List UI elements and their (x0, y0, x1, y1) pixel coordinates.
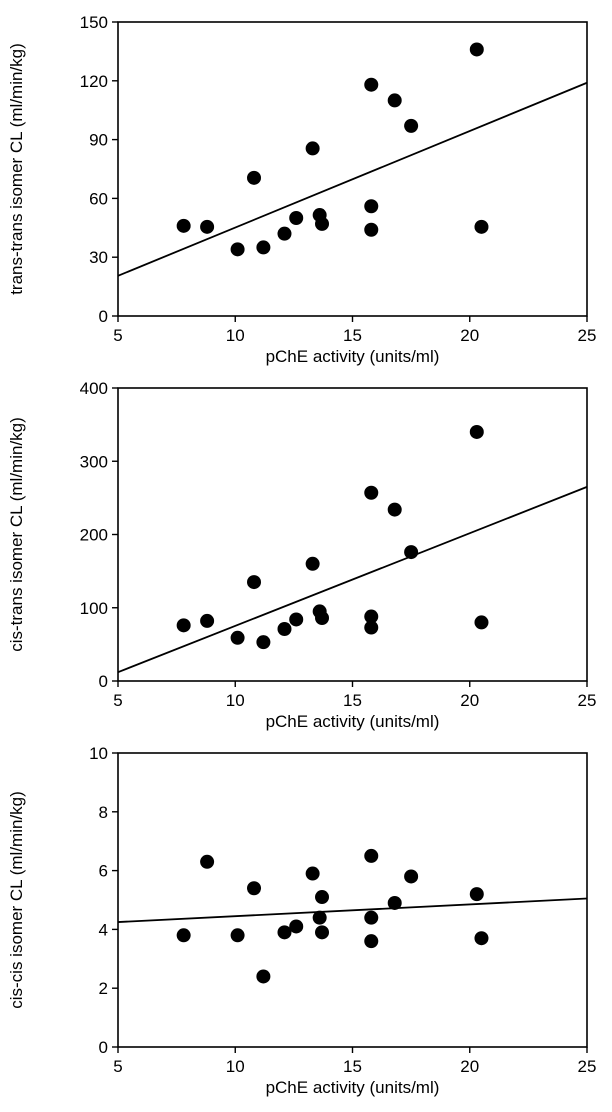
data-point (305, 866, 320, 881)
data-point (200, 219, 215, 234)
data-point (305, 556, 320, 571)
cis-trans-panel: 5 10 15 20 25 0 100 200 300 400 pChE activity (uni… (7, 379, 596, 731)
y-tick-label: 120 (80, 72, 108, 91)
data-point (364, 848, 379, 863)
x-tick-label: 20 (460, 326, 479, 345)
data-point (404, 869, 419, 884)
cis-cis-panel: 5 10 15 20 25 0 2 4 6 8 10 pChE activity (units/ml)… (7, 744, 596, 1097)
x-tick-label: 10 (226, 326, 245, 345)
x-tick-label: 15 (343, 326, 362, 345)
x-axis-label: pChE activity (units/ml) (266, 1078, 440, 1097)
data-point (404, 545, 419, 560)
x-tick-label: 25 (578, 1057, 597, 1076)
data-point (230, 928, 245, 943)
regression-line (117, 897, 588, 923)
data-point (289, 612, 304, 627)
data-point (315, 925, 330, 940)
data-point (256, 240, 271, 255)
data-point (247, 170, 262, 185)
x-tick-label: 5 (113, 326, 122, 345)
data-point (289, 211, 304, 225)
data-point (364, 77, 379, 92)
x-tick-label: 10 (226, 1057, 245, 1076)
data-point (315, 890, 330, 905)
data-point (404, 118, 419, 133)
data-point (474, 219, 489, 234)
y-tick-label: 4 (99, 920, 108, 939)
x-tick-label: 10 (226, 691, 245, 710)
data-point (277, 925, 292, 940)
data-point (256, 635, 271, 650)
y-tick-label: 8 (99, 803, 108, 822)
x-tick-label: 20 (460, 1057, 479, 1076)
y-axis-label: cis-cis isomer CL (ml/min/kg) (7, 791, 26, 1009)
y-tick-label: 0 (99, 1038, 108, 1057)
plot-frame (117, 752, 588, 1048)
data-point (289, 919, 304, 934)
x-tick-label: 5 (113, 1057, 122, 1076)
y-tick-label: 200 (80, 526, 108, 545)
data-point (469, 887, 484, 902)
y-tick-label: 100 (80, 599, 108, 618)
data-point (312, 910, 327, 925)
x-axis-label: pChE activity (units/ml) (266, 347, 440, 366)
y-tick-label: 10 (89, 744, 108, 763)
y-tick-label: 0 (99, 307, 108, 326)
data-point (200, 613, 215, 628)
y-tick-label: 6 (99, 862, 108, 881)
data-point (176, 928, 191, 943)
x-tick-label: 15 (343, 1057, 362, 1076)
data-point (469, 42, 484, 57)
data-point (256, 969, 271, 984)
x-tick-label: 15 (343, 691, 362, 710)
y-axis-label: cis-trans isomer CL (ml/min/kg) (7, 417, 26, 652)
data-point (469, 424, 484, 439)
regression-line (117, 81, 588, 277)
data-point (387, 93, 402, 108)
data-point (176, 218, 191, 233)
y-tick-label: 60 (89, 189, 108, 208)
regression-line (117, 486, 588, 674)
data-point (474, 931, 489, 946)
data-point (364, 609, 379, 624)
data-point (315, 216, 330, 231)
x-tick-label: 25 (578, 691, 597, 710)
data-point (277, 621, 292, 636)
data-point (315, 611, 330, 626)
data-point (247, 575, 262, 590)
data-point (277, 226, 292, 241)
data-point (387, 502, 402, 517)
data-point (364, 910, 379, 925)
y-tick-label: 90 (89, 131, 108, 150)
y-tick-label: 30 (89, 248, 108, 267)
data-point (200, 854, 215, 869)
x-axis-label: pChE activity (units/ml) (266, 712, 440, 731)
y-axis-label: trans-trans isomer CL (ml/min/kg) (7, 43, 26, 295)
data-point (364, 934, 379, 949)
y-tick-label: 2 (99, 979, 108, 998)
data-point (364, 620, 379, 635)
data-point (305, 141, 320, 156)
y-tick-label: 300 (80, 452, 108, 471)
y-tick-label: 400 (80, 379, 108, 398)
data-point (364, 222, 379, 237)
plot-frame (117, 21, 588, 317)
data-point (364, 485, 379, 500)
trans-trans-panel: 5 10 15 20 25 0 30 60 90 120 150 pChE activity (uni… (7, 13, 596, 366)
data-point (364, 199, 379, 214)
data-point (230, 242, 245, 257)
data-point (387, 895, 402, 910)
data-point (247, 881, 262, 896)
y-tick-label: 150 (80, 13, 108, 32)
data-point (474, 615, 489, 630)
data-point (176, 618, 191, 633)
plot-frame (117, 387, 588, 682)
x-tick-label: 25 (578, 326, 597, 345)
data-point (230, 630, 245, 645)
x-tick-label: 20 (460, 691, 479, 710)
y-tick-label: 0 (99, 672, 108, 691)
x-tick-label: 5 (113, 691, 122, 710)
